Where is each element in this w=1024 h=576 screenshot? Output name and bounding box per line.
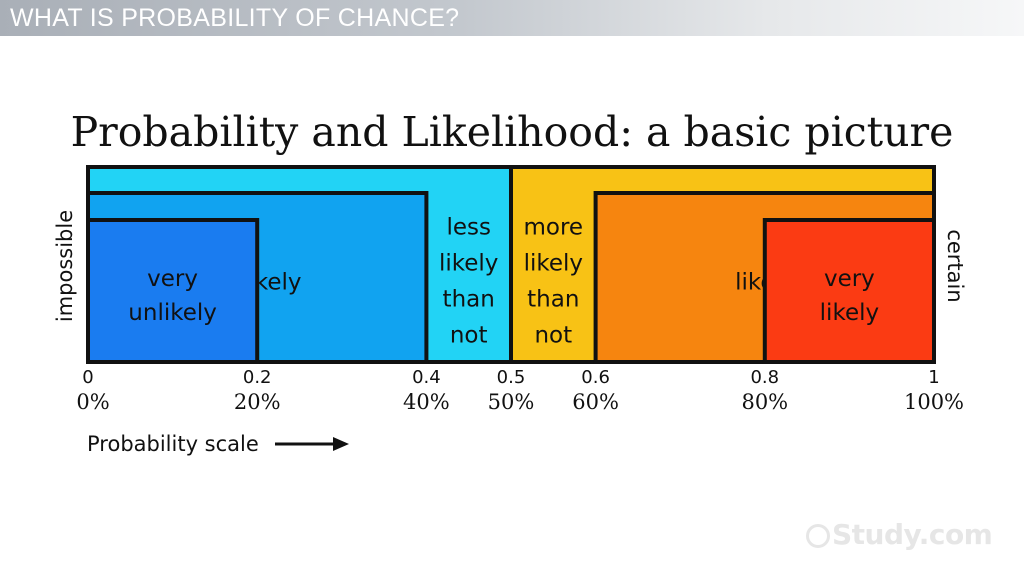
region-label-line: not [534,323,572,349]
region-label-line: less [446,215,491,241]
tick-decimal-label: 0.2 [242,367,272,388]
scale-caption-text: Probability scale [87,432,259,456]
diagram-title: Probability and Likelihood: a basic pict… [70,108,954,156]
region-very-unlikely: very unlikely [86,218,260,364]
region-label-line: very [147,266,198,292]
region-more-likely-than-not: more likely than not [524,215,584,349]
arrow-right-icon [275,437,350,451]
tick-percent-label: 60% [572,390,619,414]
region-label-line: than [443,287,495,313]
probability-scale-caption: Probability scale [87,432,351,456]
region-label-line: very [824,266,875,292]
region-label-line: likely [439,251,498,277]
tick-decimal-label: 1 [928,367,940,388]
tick-percent-label: 100% [903,390,965,414]
tick-decimal-label: 0.5 [496,367,526,388]
header-title: WHAT IS PROBABILITY OF CHANCE? [10,4,460,32]
tick-percent-label: 80% [741,390,789,414]
tick-percent-label: 0% [76,390,110,414]
study-watermark: Study.com [806,518,993,551]
tick-decimal-label: 0.4 [412,367,441,388]
region-label-line: likely [820,300,879,326]
region-label-line: more [524,215,584,241]
region-very-likely: very likely [762,218,936,364]
region-label-line: unlikely [128,300,217,326]
watermark-text: Study.com [832,518,993,551]
tick-percent-label: 40% [403,390,450,414]
region-less-likely-than-not: less likely than not [439,215,498,349]
tick-decimal-label: 0.6 [581,367,610,388]
impossible-label: impossible [53,209,77,323]
certain-label: certain [943,229,967,303]
tick-percent-label: 50% [487,390,535,414]
region-label-line: likely [524,251,583,277]
tick-percent-label: 20% [233,390,281,414]
header-bar: WHAT IS PROBABILITY OF CHANCE? [0,0,1024,36]
region-label-line: than [527,287,579,313]
tick-decimal-label: 0 [82,367,94,388]
watermark-logo-icon [806,524,830,548]
region-label-line: not [450,323,488,349]
tick-decimal-label: 0.8 [750,367,780,388]
